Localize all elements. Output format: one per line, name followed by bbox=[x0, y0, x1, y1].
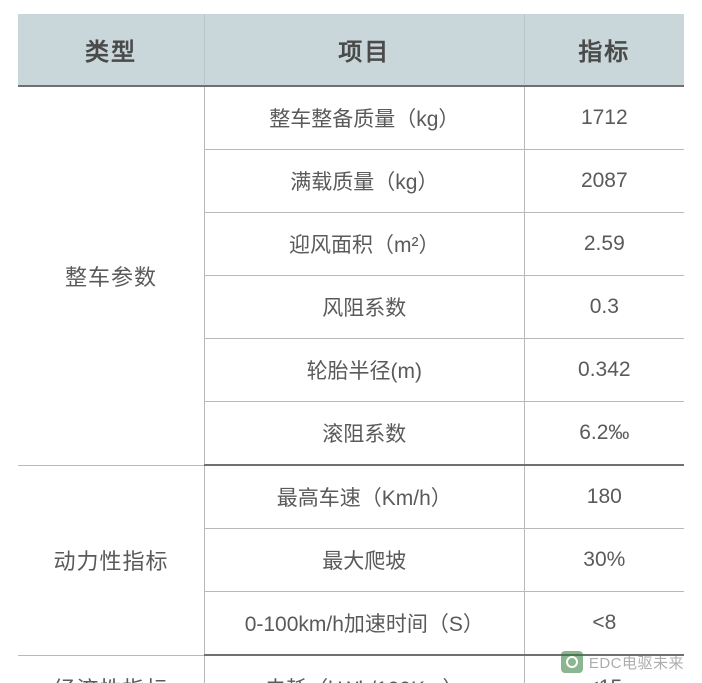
value-cell: <15 bbox=[524, 655, 684, 683]
item-cell: 迎风面积（m²） bbox=[204, 213, 524, 276]
header-value: 指标 bbox=[524, 14, 684, 86]
table-row: 经济性指标 电耗（kWh/100Km） <15 bbox=[18, 655, 684, 683]
value-cell: 2087 bbox=[524, 150, 684, 213]
table-row: 动力性指标 最高车速（Km/h） 180 bbox=[18, 465, 684, 529]
category-cell: 动力性指标 bbox=[18, 465, 204, 655]
value-cell: 0.342 bbox=[524, 339, 684, 402]
item-cell: 满载质量（kg） bbox=[204, 150, 524, 213]
item-cell: 电耗（kWh/100Km） bbox=[204, 655, 524, 683]
header-type: 类型 bbox=[18, 14, 204, 86]
table-row: 整车参数 整车整备质量（kg） 1712 bbox=[18, 86, 684, 150]
item-cell: 最高车速（Km/h） bbox=[204, 465, 524, 529]
item-cell: 整车整备质量（kg） bbox=[204, 86, 524, 150]
item-cell: 风阻系数 bbox=[204, 276, 524, 339]
item-cell: 0-100km/h加速时间（S） bbox=[204, 592, 524, 656]
vehicle-spec-table: 类型 项目 指标 整车参数 整车整备质量（kg） 1712 满载质量（kg） 2… bbox=[18, 14, 684, 683]
header-item: 项目 bbox=[204, 14, 524, 86]
value-cell: 30% bbox=[524, 529, 684, 592]
item-cell: 最大爬坡 bbox=[204, 529, 524, 592]
item-cell: 滚阻系数 bbox=[204, 402, 524, 466]
value-cell: 1712 bbox=[524, 86, 684, 150]
value-cell: 180 bbox=[524, 465, 684, 529]
category-cell: 经济性指标 bbox=[18, 655, 204, 683]
table-header-row: 类型 项目 指标 bbox=[18, 14, 684, 86]
item-cell: 轮胎半径(m) bbox=[204, 339, 524, 402]
value-cell: 2.59 bbox=[524, 213, 684, 276]
value-cell: 0.3 bbox=[524, 276, 684, 339]
category-cell: 整车参数 bbox=[18, 86, 204, 465]
value-cell: <8 bbox=[524, 592, 684, 656]
value-cell: 6.2‰ bbox=[524, 402, 684, 466]
